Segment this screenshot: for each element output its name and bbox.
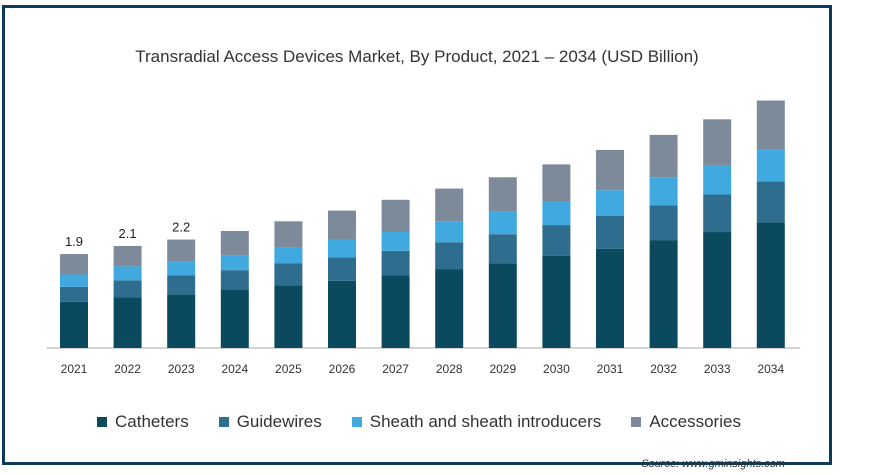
data-label-2021: 1.9 [65, 234, 83, 249]
bar-segment-accessories-2029 [488, 177, 517, 212]
bar-segment-catheters-2024 [220, 290, 249, 348]
bar-segment-sheath-2031 [596, 190, 624, 216]
x-tick-label-2031: 2031 [597, 362, 624, 376]
bar-segment-sheath-2021 [60, 274, 88, 287]
legend-swatch-sheath [351, 417, 362, 427]
x-tick-label-2029: 2029 [489, 362, 516, 376]
bar-segment-sheath-2025 [274, 247, 303, 264]
legend-swatch-catheters [97, 417, 107, 427]
legend-swatch-guidewires [218, 417, 229, 427]
bar-segment-catheters-2023 [167, 294, 196, 348]
bar-segment-sheath-2028 [435, 221, 464, 243]
x-tick-label-2025: 2025 [275, 362, 302, 376]
bar-segment-catheters-2028 [435, 269, 464, 348]
bar-segment-catheters-2021 [60, 301, 88, 348]
data-label-2023: 2.2 [172, 220, 190, 235]
legend-label-catheters: Catheters [115, 412, 189, 431]
legend-item-guidewires: Guidewires [218, 412, 322, 432]
bar-segment-guidewires-2027 [381, 250, 410, 276]
bar-segment-guidewires-2031 [596, 215, 624, 249]
bar-segment-accessories-2027 [381, 199, 410, 232]
bar-segment-catheters-2025 [274, 285, 303, 348]
bar-segment-accessories-2033 [703, 119, 732, 165]
legend-item-accessories: Accessories [631, 412, 741, 432]
bar-segment-guidewires-2029 [488, 234, 517, 264]
bar-segment-accessories-2030 [542, 164, 571, 202]
bar-segment-accessories-2034 [756, 100, 785, 150]
x-tick-label-2034: 2034 [757, 362, 784, 376]
x-tick-label-2022: 2022 [114, 362, 141, 376]
bar-segment-guidewires-2034 [756, 181, 785, 223]
bar-segment-sheath-2033 [703, 164, 732, 195]
data-label-2022: 2.1 [119, 226, 137, 241]
x-tick-label-2024: 2024 [221, 362, 248, 376]
bar-segment-catheters-2026 [328, 280, 356, 348]
bar-segment-accessories-2023 [167, 239, 196, 262]
x-tick-label-2032: 2032 [650, 362, 677, 376]
bar-segment-guidewires-2023 [167, 275, 196, 295]
source-note: Source: www.gminsights.com [641, 458, 785, 470]
x-tick-label-2023: 2023 [168, 362, 195, 376]
bar-segment-sheath-2022 [113, 266, 142, 281]
bar-segment-guidewires-2032 [649, 205, 678, 241]
bar-segment-sheath-2032 [649, 177, 678, 206]
chart-title: Transradial Access Devices Market, By Pr… [135, 47, 699, 66]
x-tick-label-2033: 2033 [704, 362, 731, 376]
legend-label-guidewires: Guidewires [236, 412, 322, 431]
chart-frame: Transradial Access Devices Market, By Pr… [2, 5, 832, 470]
bar-segment-sheath-2023 [167, 261, 196, 276]
bar-segment-accessories-2022 [113, 246, 142, 267]
x-tick-label-2028: 2028 [436, 362, 463, 376]
x-tick-label-2030: 2030 [543, 362, 570, 376]
bar-segment-accessories-2031 [596, 149, 624, 191]
bar-segment-sheath-2034 [756, 149, 785, 182]
bar-segment-catheters-2032 [649, 240, 678, 348]
legend-label-accessories: Accessories [649, 412, 741, 431]
bar-segment-guidewires-2033 [703, 194, 732, 233]
bar-segment-sheath-2029 [488, 211, 517, 235]
bar-segment-catheters-2031 [596, 248, 624, 348]
bar-segment-catheters-2034 [756, 222, 785, 348]
bar-segment-guidewires-2022 [113, 280, 142, 298]
bar-segment-accessories-2032 [649, 134, 678, 178]
x-tick-label-2026: 2026 [329, 362, 356, 376]
bar-segment-catheters-2029 [488, 263, 517, 348]
bar-segment-guidewires-2025 [274, 263, 303, 286]
bar-segment-catheters-2030 [542, 255, 571, 348]
bar-segment-sheath-2027 [381, 231, 410, 251]
bar-segment-guidewires-2024 [220, 270, 249, 291]
bar-segment-sheath-2026 [328, 239, 356, 258]
bar-segment-guidewires-2026 [328, 257, 356, 281]
bar-segment-accessories-2021 [60, 254, 88, 275]
legend-label-sheath: Sheath and sheath introducers [369, 412, 602, 431]
legend-item-sheath: Sheath and sheath introducers [351, 412, 602, 432]
legend: Catheters Guidewires Sheath and sheath i… [97, 412, 741, 432]
x-tick-label-2021: 2021 [61, 362, 88, 376]
bar-segment-guidewires-2028 [435, 242, 464, 270]
bar-segment-accessories-2025 [274, 221, 303, 248]
bar-segment-sheath-2030 [542, 201, 571, 226]
bar-segment-catheters-2033 [703, 232, 732, 348]
bar-segment-guidewires-2021 [60, 286, 88, 302]
bar-segment-sheath-2024 [220, 255, 249, 271]
legend-item-catheters: Catheters [97, 412, 189, 432]
bar-segment-catheters-2027 [381, 275, 410, 348]
bar-segment-catheters-2022 [113, 297, 142, 348]
bar-segment-accessories-2024 [220, 230, 249, 256]
bar-segment-guidewires-2030 [542, 225, 571, 256]
bar-segment-accessories-2028 [435, 188, 464, 222]
legend-swatch-accessories [631, 417, 642, 427]
bar-segment-accessories-2026 [328, 210, 356, 240]
x-tick-label-2027: 2027 [382, 362, 409, 376]
